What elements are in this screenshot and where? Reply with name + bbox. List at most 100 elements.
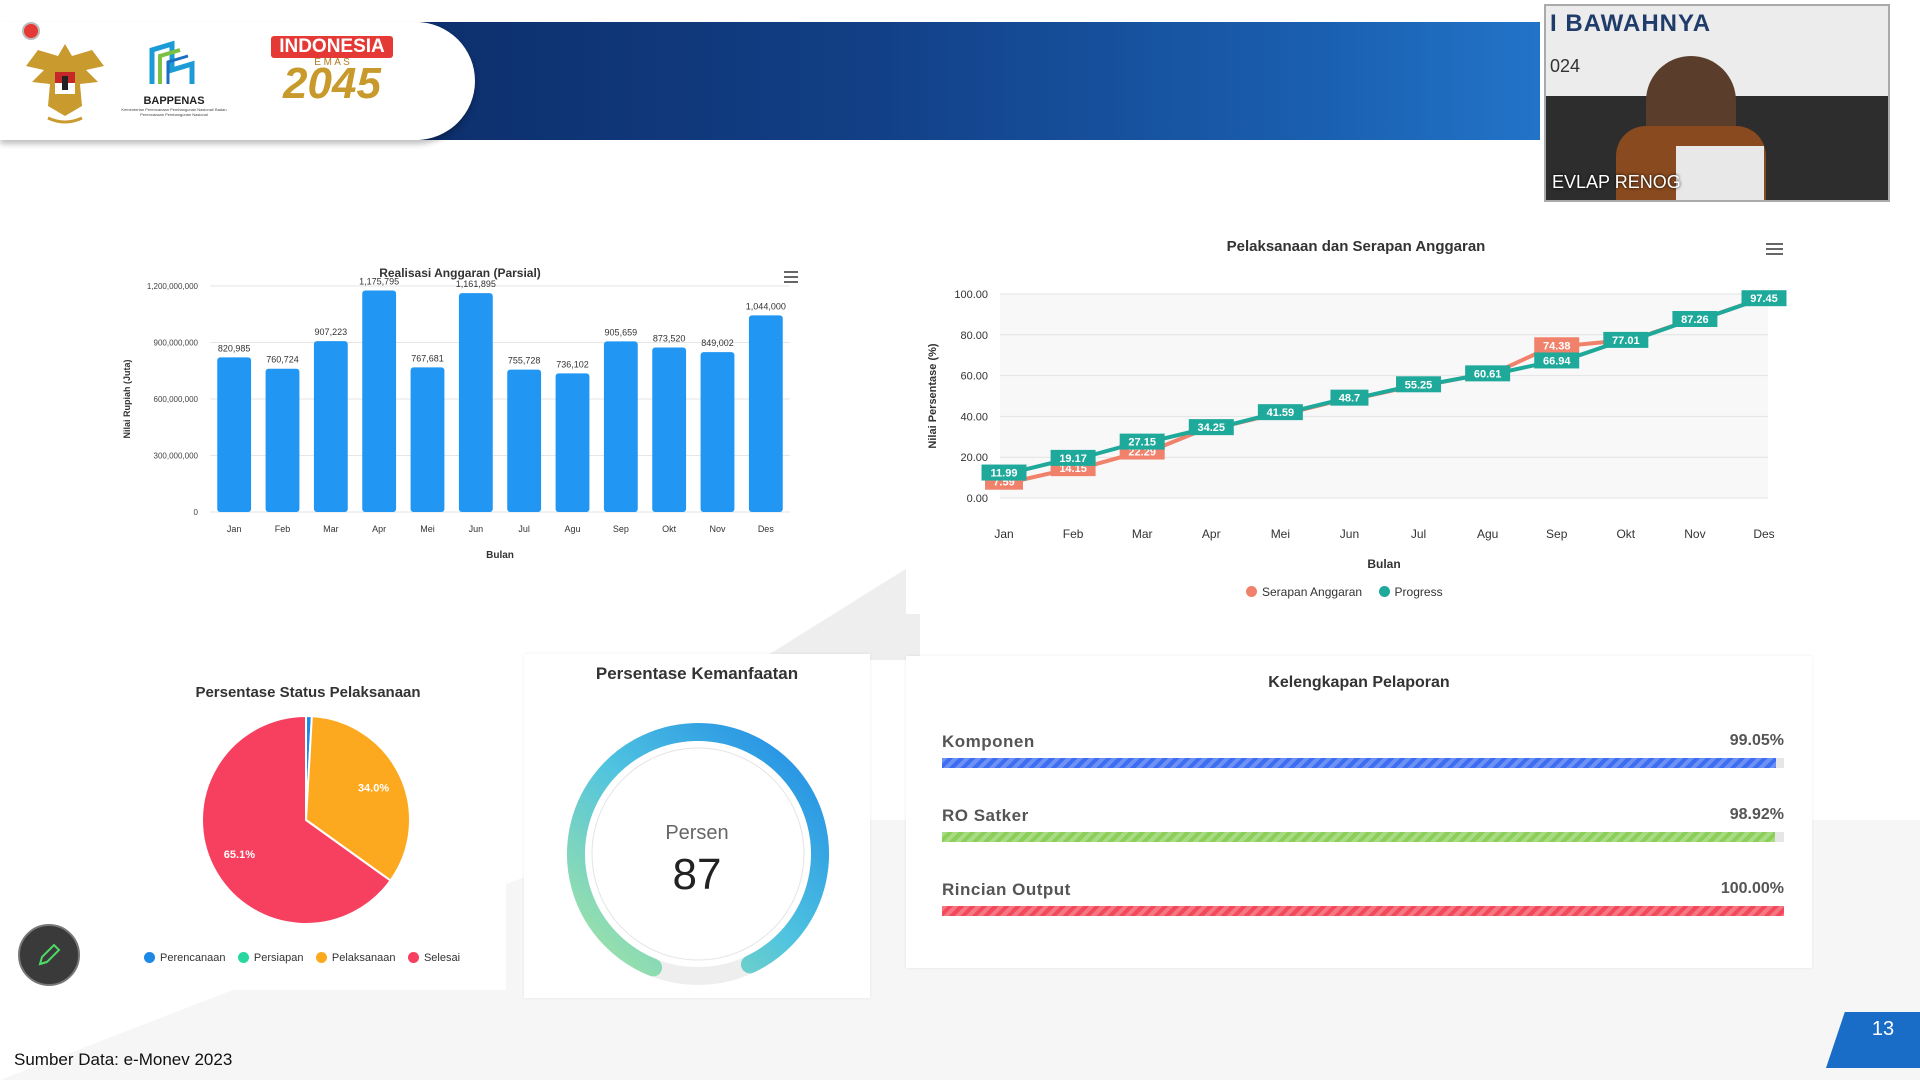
pencil-icon <box>38 943 61 966</box>
gauge-label: Persen <box>665 822 729 844</box>
pelaporan-item-label: Rincian Output <box>942 880 1071 899</box>
gauge-value: 87 <box>672 850 722 899</box>
y-tick-label: 20.00 <box>960 452 988 464</box>
slide-number: 13 <box>1871 1018 1895 1040</box>
legend-item-selesai[interactable]: Selesai <box>407 951 461 964</box>
header-band <box>420 22 1540 140</box>
bappenas-text: BAPPENAS <box>143 95 205 107</box>
bar <box>555 373 590 512</box>
pie-chart-title: Persentase Status Pelaksanaan <box>195 684 421 701</box>
x-axis-label: Bulan <box>1367 557 1400 571</box>
bar-data-label: 767,681 <box>411 353 444 363</box>
data-label-box <box>1050 449 1096 466</box>
data-label: 77.01 <box>1612 335 1640 347</box>
pie-data-label: 65.1% <box>224 849 255 861</box>
line-chart: 0.00 20.00 40.00 60.00 80.00 100.00 Jan Feb Mar A… <box>927 289 1787 571</box>
bar-data-label: 736,102 <box>556 359 589 369</box>
x-tick-label: Jun <box>1340 527 1359 541</box>
data-label: 19.17 <box>1059 453 1087 465</box>
emas-line1: INDONESIA <box>271 36 393 58</box>
data-label-box <box>1465 365 1511 382</box>
bar <box>748 315 783 512</box>
legend-item-pelaksanaan[interactable]: Pelaksanaan <box>315 951 396 964</box>
y-tick-label: 1,200,000,000 <box>147 282 199 291</box>
data-label: 27.15 <box>1128 437 1156 449</box>
plot-background <box>1000 294 1768 498</box>
bar-data-label: 873,520 <box>653 333 686 343</box>
data-label-box <box>1188 419 1234 436</box>
video-laptop <box>1676 146 1764 200</box>
legend-item-progress[interactable]: Progress <box>1378 585 1443 599</box>
legend-label: Perencanaan <box>160 951 226 964</box>
x-tick-label: Okt <box>1616 527 1635 541</box>
pie-data-label: 34.0% <box>358 783 389 795</box>
pelaporan-progress-fill <box>942 906 1784 916</box>
legend-dot <box>407 952 419 963</box>
line-chart-title: Pelaksanaan dan Serapan Anggaran <box>1226 238 1486 255</box>
legend-dot <box>315 952 327 963</box>
pen-tool-button[interactable] <box>18 924 80 986</box>
x-tick-label: Nov <box>709 524 726 534</box>
bar-data-label: 1,161,895 <box>456 279 496 289</box>
data-label: 11.99 <box>991 468 1018 480</box>
data-label: 34.25 <box>1198 422 1226 434</box>
bappenas-logo: BAPPENAS Kementerian Perencanaan Pembang… <box>118 40 230 130</box>
hamburger-menu-icon[interactable] <box>784 268 798 286</box>
pelaporan-progress-track <box>942 906 1784 916</box>
y-tick-label: 100.00 <box>954 289 988 301</box>
x-tick-label: Des <box>758 524 775 534</box>
pelaporan-progress-track <box>942 758 1784 768</box>
pelaporan-item-value: 99.05% <box>1729 732 1784 749</box>
x-tick-label: Feb <box>275 524 291 534</box>
x-tick-label: Des <box>1753 527 1774 541</box>
bar <box>313 341 348 512</box>
legend-item-persiapan[interactable]: Persiapan <box>237 952 303 964</box>
pelaporan-title: Kelengkapan Pelaporan <box>1268 674 1450 691</box>
bar <box>700 352 735 512</box>
data-label: 60.61 <box>1474 368 1502 380</box>
data-label: 14.15 <box>1059 463 1087 475</box>
legend-label: Selesai <box>423 951 461 964</box>
bar-data-label: 907,223 <box>315 327 348 337</box>
data-label: 87.26 <box>1681 314 1709 326</box>
video-banner-text: I BAWAHNYA <box>1550 10 1712 37</box>
bar <box>410 367 445 512</box>
kemanfaatan-title: Persentase Kemanfaatan <box>595 664 799 683</box>
x-tick-label: Jan <box>994 527 1013 541</box>
legend-dot <box>237 952 249 963</box>
y-tick-label: 300,000,000 <box>154 452 199 461</box>
kemanfaatan-panel: Persentase Kemanfaatan Persen 87 <box>524 654 870 998</box>
video-banner-text: 024 <box>1550 56 1581 76</box>
indonesia-emas-2045-logo: INDONESIA E M A S 2045 <box>252 36 412 136</box>
line-chart-panel: Pelaksanaan dan Serapan Anggaran 0.00 20.… <box>906 212 1820 614</box>
x-tick-label: Agu <box>564 524 580 534</box>
legend-item-perencanaan[interactable]: Perencanaan <box>144 952 225 964</box>
recording-indicator-icon <box>22 22 40 40</box>
data-label-box <box>1534 352 1580 369</box>
bar <box>458 293 493 512</box>
bar-data-label: 820,985 <box>218 343 251 353</box>
bar <box>507 369 542 512</box>
video-thumbnail[interactable]: I BAWAHNYA 024 EVLAP RENOG <box>1544 4 1890 202</box>
data-label: 97.45 <box>1750 293 1778 305</box>
pie-chart: 34.0% 65.1% <box>201 714 411 925</box>
x-tick-label: Sep <box>1546 527 1568 541</box>
legend-item-serapan[interactable]: Serapan Anggaran <box>1246 585 1362 599</box>
x-tick-label: Agu <box>1477 527 1498 541</box>
data-label-box <box>1396 376 1442 393</box>
x-tick-label: Mar <box>1132 527 1153 541</box>
data-label: 66.94 <box>1543 355 1571 367</box>
y-tick-label: 600,000,000 <box>154 395 199 404</box>
data-label-box <box>1534 337 1580 354</box>
y-axis-label: Nilai Rupiah (Juta) <box>122 359 132 438</box>
x-tick-label: Jun <box>469 524 484 534</box>
legend-label: Pelaksanaan <box>331 951 396 964</box>
x-tick-label: Jul <box>518 524 530 534</box>
gauge-arc <box>567 723 829 977</box>
video-participant-name: EVLAP RENOG <box>1552 172 1681 192</box>
pie-slice <box>304 715 411 882</box>
data-label: 48.7 <box>1339 393 1360 405</box>
y-tick-label: 40.00 <box>960 411 988 423</box>
hamburger-menu-icon[interactable] <box>1766 240 1783 258</box>
header-logo-box: BAPPENAS Kementerian Perencanaan Pembang… <box>0 22 475 140</box>
